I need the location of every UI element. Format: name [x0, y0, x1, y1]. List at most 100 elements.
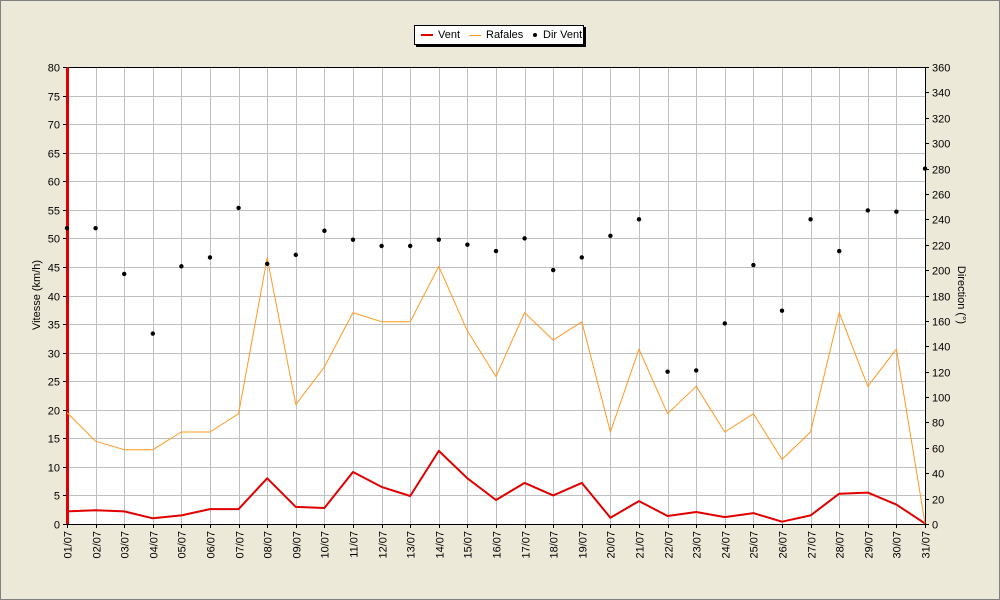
point-dir-vent	[922, 166, 928, 171]
tick-label-right: 100	[932, 393, 950, 405]
legend-label-dir-vent: Dir Vent	[543, 29, 583, 41]
point-dir-vent	[265, 261, 270, 266]
tick-label-x: 12/07	[378, 531, 390, 559]
point-dir-vent	[665, 369, 670, 374]
point-dir-vent	[93, 226, 98, 231]
point-dir-vent	[350, 237, 356, 242]
tick-label-x: 26/07	[778, 531, 790, 559]
tick-label-right: 140	[932, 342, 950, 354]
tick-label-x: 09/07	[292, 531, 304, 559]
right-axis-ticks: 0 20 40 60 80 100 120 140 160 180 200 220 240 260 280 3…	[925, 63, 950, 532]
point-dir-vent	[894, 209, 899, 214]
tick-label-left: 0	[54, 520, 60, 532]
point-dir-vent	[751, 262, 756, 268]
tick-label-x: 21/07	[635, 531, 647, 559]
point-dir-vent	[694, 368, 699, 373]
series-line-rafales	[66, 257, 926, 524]
tick-label-x: 25/07	[749, 531, 761, 559]
tick-label-x: 10/07	[320, 531, 332, 559]
tick-label-x: 13/07	[406, 531, 418, 559]
tick-label-x: 02/07	[92, 531, 104, 559]
tick-label-right: 320	[932, 114, 950, 126]
tick-label-right: 180	[932, 292, 950, 304]
tick-label-x: 07/07	[235, 531, 247, 559]
point-dir-vent	[408, 243, 413, 249]
tick-label-left: 45	[48, 263, 60, 275]
legend: Vent Rafales Dir Vent	[414, 25, 584, 45]
tick-label-left: 15	[48, 434, 60, 446]
point-dir-vent	[465, 242, 470, 247]
point-dir-vent	[493, 248, 499, 254]
point-dir-vent	[522, 236, 527, 241]
point-dir-vent	[579, 255, 584, 260]
legend-swatch-rafales	[469, 35, 481, 36]
tick-label-right: 360	[932, 63, 950, 75]
series-layer	[64, 166, 928, 525]
point-dir-vent	[293, 252, 298, 258]
tick-label-right: 80	[932, 418, 944, 430]
point-dir-vent	[436, 237, 441, 242]
tick-label-x: 01/07	[63, 531, 75, 559]
point-dir-vent	[122, 271, 127, 277]
tick-label-right: 240	[932, 215, 950, 227]
legend-label-rafales: Rafales	[486, 29, 524, 41]
tick-label-x: 17/07	[521, 531, 533, 559]
tick-label-x: 23/07	[692, 531, 704, 559]
tick-label-x: 30/07	[892, 531, 904, 559]
tick-label-left: 5	[54, 491, 60, 503]
tick-label-right: 260	[932, 190, 950, 202]
tick-label-left: 60	[48, 177, 60, 189]
tick-label-right: 20	[932, 495, 944, 507]
tick-label-x: 14/07	[435, 531, 447, 559]
tick-label-left: 20	[48, 406, 60, 418]
tick-label-x: 29/07	[864, 531, 876, 559]
point-dir-vent	[379, 243, 384, 249]
tick-label-left: 30	[48, 349, 60, 361]
point-dir-vent	[808, 217, 813, 222]
tick-label-right: 0	[932, 520, 938, 532]
tick-label-x: 22/07	[664, 531, 676, 559]
point-dir-vent	[608, 233, 613, 239]
tick-label-left: 35	[48, 320, 60, 332]
tick-label-right: 40	[932, 469, 944, 481]
tick-label-left: 50	[48, 234, 60, 246]
tick-label-x: 06/07	[206, 531, 218, 559]
tick-label-x: 11/07	[349, 531, 361, 558]
left-axis-ticks: 0 5 10 15 20 25 30 35 40 45 50 55 60 65 70 75 80	[48, 63, 67, 532]
tick-label-right: 160	[932, 317, 950, 329]
tick-label-x: 16/07	[492, 531, 504, 559]
tick-label-right: 280	[932, 165, 950, 177]
legend-item-vent: Vent	[421, 28, 471, 42]
legend-swatch-vent	[421, 34, 433, 36]
tick-label-left: 80	[48, 63, 60, 75]
legend-item-rafales: Rafales	[469, 28, 531, 42]
tick-label-right: 200	[932, 266, 950, 278]
point-dir-vent	[779, 308, 785, 313]
point-dir-vent	[150, 331, 155, 336]
point-dir-vent	[236, 205, 241, 211]
legend-label-vent: Vent	[438, 29, 461, 41]
point-dir-vent	[551, 267, 556, 273]
tick-label-x: 04/07	[149, 531, 161, 559]
point-dir-vent	[865, 208, 870, 213]
tick-label-right: 300	[932, 139, 950, 151]
grid-lines	[67, 67, 926, 525]
tick-label-right: 60	[932, 444, 944, 456]
y-axis-label-right: Direction (°)	[955, 266, 967, 324]
y-axis-label-left: Vitesse (km/h)	[31, 260, 43, 330]
tick-label-x: 05/07	[177, 531, 189, 559]
tick-label-x: 31/07	[921, 531, 933, 559]
tick-label-right: 220	[932, 241, 950, 253]
point-dir-vent	[636, 217, 642, 222]
legend-swatch-dir-vent	[533, 33, 537, 37]
tick-label-right: 120	[932, 368, 950, 380]
point-dir-vent	[722, 321, 727, 326]
tick-label-left: 25	[48, 377, 60, 389]
tick-label-left: 40	[48, 292, 60, 304]
tick-label-x: 03/07	[120, 531, 132, 559]
tick-label-right: 340	[932, 88, 950, 100]
tick-label-x: 15/07	[463, 531, 475, 559]
point-dir-vent	[179, 264, 184, 269]
tick-label-x: 28/07	[835, 531, 847, 559]
